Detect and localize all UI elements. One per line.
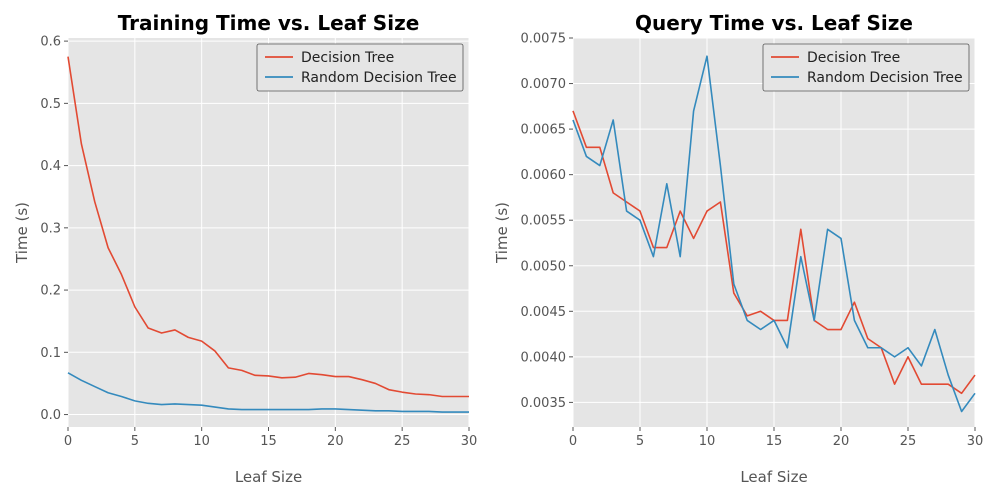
y-tick-label: 0.5 [40, 97, 61, 112]
chart-title: Query Time vs. Leaf Size [635, 11, 913, 35]
chart-title: Training Time vs. Leaf Size [118, 11, 420, 35]
legend-label: Decision Tree [807, 50, 900, 66]
series-line-random-decision-tree [572, 55, 976, 413]
legend-box [762, 43, 970, 92]
y-tick-label: 0.0 [40, 408, 61, 423]
y-axis-label: Time (s) [493, 202, 511, 264]
x-tick-label: 30 [967, 434, 984, 449]
x-tick-label: 5 [636, 434, 644, 449]
x-tick-label: 10 [699, 434, 716, 449]
y-tick-label: 0.1 [40, 346, 61, 361]
y-tick-label: 0.6 [40, 35, 61, 50]
y-tick-label: 0.0070 [521, 77, 567, 92]
y-tick-label: 0.0060 [521, 168, 567, 183]
x-tick-label: 25 [900, 434, 917, 449]
y-tick-label: 0.0040 [521, 350, 567, 365]
chart-2: 0 5 10 15 20 25 30 0.0035 0.0040 0.0045 0.0050 0.00… [493, 11, 983, 486]
series-line-random-decision-tree [67, 372, 469, 413]
legend-label: Decision Tree [301, 50, 394, 66]
x-tick-label: 25 [394, 434, 411, 449]
y-tick-label: 0.0050 [521, 259, 567, 274]
x-tick-label: 0 [569, 434, 577, 449]
y-tick-label: 0.0045 [521, 305, 567, 320]
y-tick-label: 0.0065 [521, 123, 567, 138]
chart-1: 0 5 10 15 20 25 30 0.0 0.1 0.2 0.3 0.4 0.5 0.6 Trainin… [13, 11, 477, 486]
x-tick-label: 20 [833, 434, 850, 449]
legend: Decision Tree Random Decision Tree [256, 43, 464, 92]
x-tick-label: 0 [64, 434, 72, 449]
x-tick-label: 10 [193, 434, 210, 449]
legend-box [256, 43, 464, 92]
y-tick-label: 0.0055 [521, 214, 567, 229]
x-axis-label: Leaf Size [740, 468, 807, 486]
y-tick-label: 0.0035 [521, 396, 567, 411]
x-axis-label: Leaf Size [235, 468, 302, 486]
x-tick-label: 15 [260, 434, 277, 449]
legend: Decision Tree Random Decision Tree [762, 43, 970, 92]
y-axis-label: Time (s) [13, 202, 31, 264]
x-tick-label: 15 [766, 434, 783, 449]
y-tick-label: 0.3 [40, 221, 61, 236]
legend-label: Random Decision Tree [301, 70, 457, 86]
y-tick-label: 0.4 [40, 159, 61, 174]
series-line-decision-tree [67, 56, 469, 398]
y-tick-label: 0.0075 [521, 32, 567, 47]
y-tick-label: 0.2 [40, 284, 61, 299]
legend-label: Random Decision Tree [807, 70, 963, 86]
x-tick-label: 20 [327, 434, 344, 449]
x-tick-label: 30 [461, 434, 478, 449]
x-tick-label: 5 [131, 434, 139, 449]
